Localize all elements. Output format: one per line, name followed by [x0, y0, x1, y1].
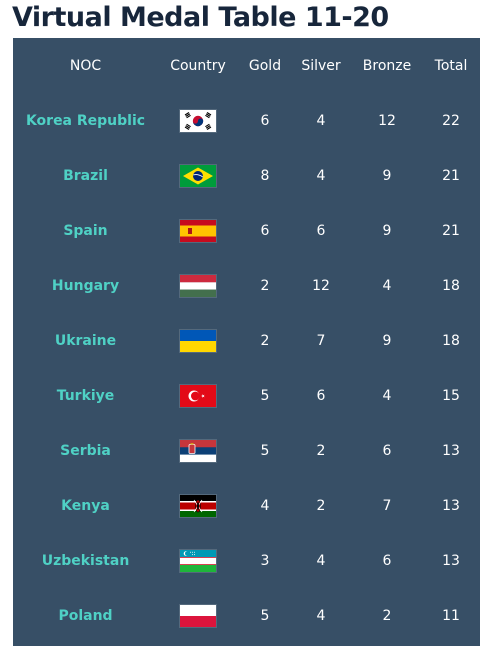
- total-count: 15: [442, 387, 460, 404]
- hungary-flag-icon: [180, 274, 216, 297]
- gold-count: 5: [260, 607, 270, 624]
- korea-flag-icon: [180, 109, 216, 132]
- bronze-count: 2: [382, 607, 392, 624]
- table-row: Turkiye 5 6 4 15: [13, 368, 480, 423]
- gold-count: 6: [260, 112, 270, 129]
- gold-count: 5: [260, 442, 270, 459]
- gold-count: 5: [260, 387, 270, 404]
- table-row: Ukraine 2 7 9 18: [13, 313, 480, 368]
- silver-count: 6: [316, 387, 326, 404]
- noc-name[interactable]: Hungary: [51, 277, 120, 294]
- noc-name[interactable]: Uzbekistan: [41, 552, 130, 569]
- bronze-count: 9: [382, 332, 392, 349]
- total-count: 13: [442, 442, 460, 459]
- table-row: Kenya 4 2 7 13: [13, 478, 480, 533]
- silver-count: 4: [316, 552, 326, 569]
- table-row: Hungary 2 12 4 18: [13, 258, 480, 313]
- poland-flag-icon: [180, 604, 216, 627]
- total-count: 13: [442, 497, 460, 514]
- noc-name[interactable]: Turkiye: [56, 387, 115, 404]
- header-silver: Silver: [301, 57, 341, 74]
- page-title: Virtual Medal Table 11-20: [12, 2, 389, 33]
- header-noc: NOC: [69, 57, 102, 74]
- ukraine-flag-icon: [180, 329, 216, 352]
- silver-count: 4: [316, 607, 326, 624]
- noc-name[interactable]: Ukraine: [54, 332, 117, 349]
- noc-name[interactable]: Serbia: [60, 442, 111, 459]
- table-row: Spain 6 6 9 21: [13, 203, 480, 258]
- silver-count: 6: [316, 222, 326, 239]
- uzbekistan-flag-icon: [180, 549, 216, 572]
- table-row: Brazil 8 4 9 21: [13, 148, 480, 203]
- serbia-flag-icon: [180, 439, 216, 462]
- header-total: Total: [434, 57, 468, 74]
- bronze-count: 9: [382, 167, 392, 184]
- silver-count: 2: [316, 442, 326, 459]
- gold-count: 6: [260, 222, 270, 239]
- spain-flag-icon: [180, 219, 216, 242]
- noc-name[interactable]: Brazil: [63, 167, 108, 184]
- total-count: 21: [442, 222, 460, 239]
- gold-count: 8: [260, 167, 270, 184]
- noc-name[interactable]: Korea Republic: [25, 112, 146, 129]
- header-bronze: Bronze: [362, 57, 412, 74]
- total-count: 22: [442, 112, 460, 129]
- table-row: Serbia 5 2 6 13: [13, 423, 480, 478]
- silver-count: 7: [316, 332, 326, 349]
- gold-count: 2: [260, 332, 270, 349]
- table-row: Uzbekistan 3 4 6 13: [13, 533, 480, 588]
- bronze-count: 6: [382, 442, 392, 459]
- header-country: Country: [170, 57, 226, 74]
- table-row: Korea Republic 6 4 12 22: [13, 93, 480, 148]
- bronze-count: 9: [382, 222, 392, 239]
- kenya-flag-icon: [180, 494, 216, 517]
- total-count: 18: [442, 332, 460, 349]
- total-count: 18: [442, 277, 460, 294]
- bronze-count: 4: [382, 387, 392, 404]
- bronze-count: 7: [382, 497, 392, 514]
- brazil-flag-icon: [180, 164, 216, 187]
- noc-name[interactable]: Poland: [58, 607, 113, 624]
- total-count: 13: [442, 552, 460, 569]
- turkiye-flag-icon: [180, 384, 216, 407]
- gold-count: 2: [260, 277, 270, 294]
- bronze-count: 4: [382, 277, 392, 294]
- gold-count: 3: [260, 552, 270, 569]
- total-count: 11: [442, 607, 460, 624]
- table-row: Poland 5 4 2 11: [13, 588, 480, 643]
- bronze-count: 12: [378, 112, 396, 129]
- noc-name[interactable]: Spain: [63, 222, 108, 239]
- silver-count: 12: [312, 277, 330, 294]
- silver-count: 2: [316, 497, 326, 514]
- silver-count: 4: [316, 167, 326, 184]
- silver-count: 4: [316, 112, 326, 129]
- gold-count: 4: [260, 497, 270, 514]
- table-header: NOC Country Gold Silver Bronze Total: [13, 38, 480, 93]
- noc-name[interactable]: Kenya: [61, 497, 110, 514]
- total-count: 21: [442, 167, 460, 184]
- bronze-count: 6: [382, 552, 392, 569]
- header-gold: Gold: [248, 57, 282, 74]
- medal-table: NOC Country Gold Silver Bronze Total Kor…: [13, 38, 480, 646]
